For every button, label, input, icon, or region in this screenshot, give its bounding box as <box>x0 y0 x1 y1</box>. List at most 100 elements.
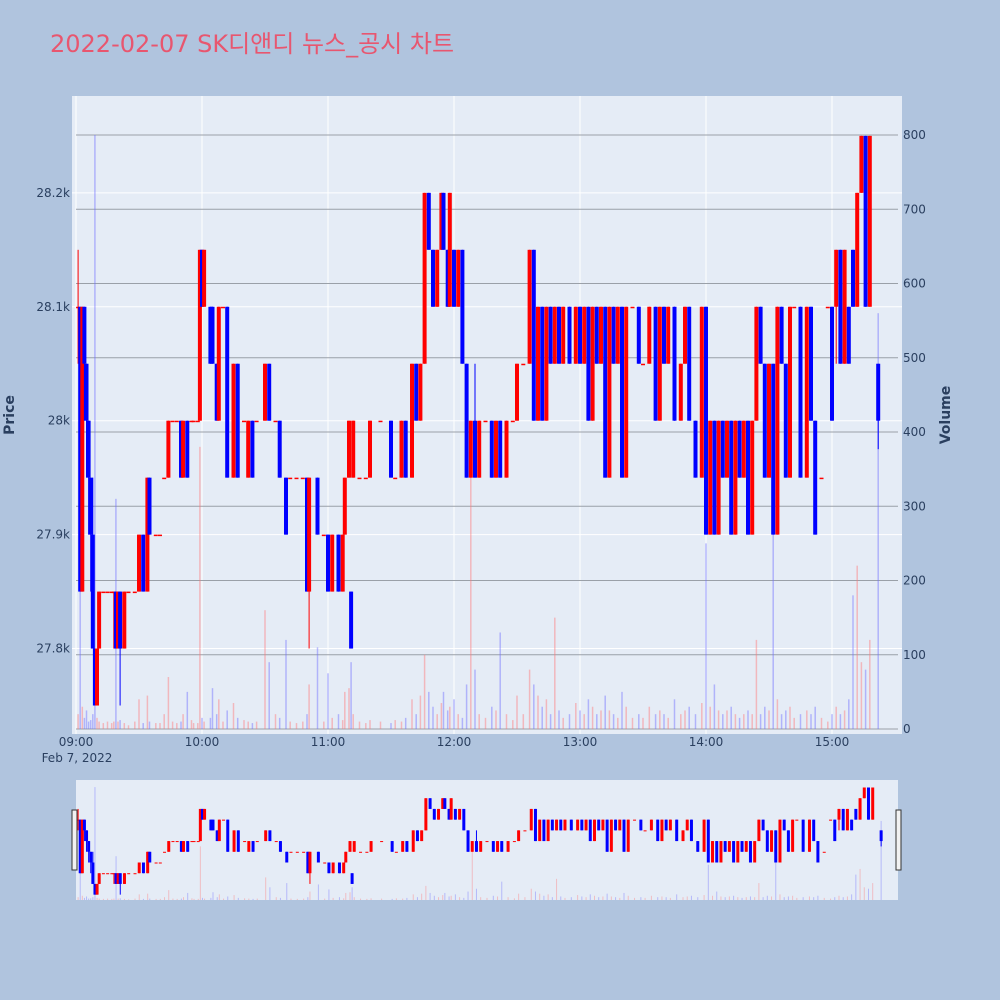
range-slider-candle-body <box>186 841 190 852</box>
candle-body <box>809 306 813 421</box>
range-slider-volume-bar <box>172 898 174 900</box>
range-slider-candle-body <box>845 808 849 831</box>
volume-bar <box>608 710 611 729</box>
range-slider-volume-bar <box>703 895 705 900</box>
range-slider-volume-bar <box>395 898 397 900</box>
candle-body <box>153 534 158 537</box>
candle-body <box>590 306 595 421</box>
volume-tick-label: 700 <box>903 202 926 216</box>
range-slider-volume-bar <box>830 898 832 900</box>
range-slider-candle-body <box>458 808 462 820</box>
volume-bar <box>344 691 346 729</box>
range-slider-volume-bar <box>712 895 714 900</box>
volume-bar <box>575 703 577 729</box>
range-slider-candle-body <box>643 830 647 832</box>
volume-bar <box>215 714 218 729</box>
volume-bar <box>358 721 361 729</box>
range-slider-candle-body <box>778 819 782 863</box>
range-slider-candle-body <box>405 841 409 852</box>
candle-body <box>624 306 629 478</box>
range-slider-candle-body <box>474 841 478 852</box>
range-slider-volume-bar <box>218 894 220 900</box>
range-slider-candle-body <box>82 819 86 831</box>
range-slider-candle-body <box>447 808 451 820</box>
range-slider-handle-left[interactable] <box>71 809 78 871</box>
range-slider-candle-body <box>555 819 559 831</box>
volume-bar <box>218 699 220 729</box>
range-slider-candle-body <box>744 841 748 852</box>
range-slider-candle-body <box>106 873 110 875</box>
range-slider-candle-body <box>668 819 672 831</box>
range-slider-volume-bar <box>859 868 861 900</box>
volume-bar <box>404 717 407 729</box>
range-slider-volume-bar <box>134 898 136 900</box>
range-slider-candle-body <box>95 883 99 895</box>
volume-bar <box>877 313 879 729</box>
range-slider-candle-body <box>268 830 272 842</box>
volume-bar <box>621 691 623 729</box>
range-slider-candle-body <box>862 787 866 799</box>
volume-bar <box>211 688 214 729</box>
range-slider[interactable] <box>76 780 898 900</box>
range-slider-volume-bar <box>846 896 848 900</box>
chart-title: 2022-02-07 SK디앤디 뉴스_공시 차트 <box>50 30 455 58</box>
volume-bar <box>171 721 174 729</box>
range-slider-candle-body <box>365 851 369 853</box>
candle-body <box>662 306 666 364</box>
candle-body <box>202 249 207 307</box>
volume-bar <box>83 717 86 729</box>
range-slider-volume-bar <box>539 893 541 900</box>
candle-body <box>504 420 509 478</box>
range-slider-candle-body <box>580 819 584 831</box>
range-slider-volume-bar <box>391 898 393 900</box>
range-slider-handle-right[interactable] <box>895 809 902 871</box>
range-slider-candle-body <box>732 841 736 863</box>
candle-body <box>101 591 106 594</box>
candle-body <box>515 363 519 421</box>
candle-body <box>410 363 414 478</box>
candle-body <box>536 306 540 421</box>
candle-body <box>830 306 834 421</box>
range-slider-volume-bar <box>98 898 100 900</box>
volume-bar <box>327 673 329 729</box>
range-slider-volume-bar <box>581 896 583 900</box>
volume-bar <box>864 669 867 729</box>
candle-body <box>630 306 635 309</box>
range-slider-candle-body <box>295 851 299 853</box>
range-slider-candle-body <box>807 819 811 852</box>
candle-body <box>185 420 190 478</box>
volume-bar <box>390 723 392 729</box>
range-slider-volume-bar <box>338 897 340 900</box>
candle-body <box>330 534 335 592</box>
volume-bar <box>591 706 594 729</box>
candle-body <box>86 420 91 478</box>
range-slider-candle-body <box>479 841 483 852</box>
candle-body <box>435 249 440 307</box>
candles <box>76 135 881 706</box>
range-slider-volume-bar <box>317 884 319 900</box>
volume-bar <box>751 714 753 729</box>
range-slider-volume-bar <box>467 891 469 900</box>
volume-bar <box>541 706 543 729</box>
range-slider-candle-body <box>816 841 820 863</box>
range-slider-candle-body <box>753 841 757 863</box>
range-slider-volume-bar <box>164 897 166 900</box>
candle-body <box>758 306 763 364</box>
range-slider-volume-bar <box>851 894 853 900</box>
range-slider-volume-bar <box>351 887 353 900</box>
volume-bar <box>810 714 812 729</box>
candle-body <box>315 477 320 535</box>
candle-body <box>231 363 236 478</box>
range-slider-candle-body <box>226 819 230 852</box>
range-slider-candle-body <box>394 851 398 853</box>
range-slider-candle-body <box>141 862 145 874</box>
candle-body <box>615 306 620 364</box>
candle-body <box>725 420 729 478</box>
range-slider-volume-bar <box>593 895 595 900</box>
candle-body <box>162 477 167 480</box>
candle-body <box>804 306 809 478</box>
range-slider-volume-bar <box>248 898 250 900</box>
volume-bar <box>764 706 766 729</box>
volume-bar <box>302 721 304 729</box>
